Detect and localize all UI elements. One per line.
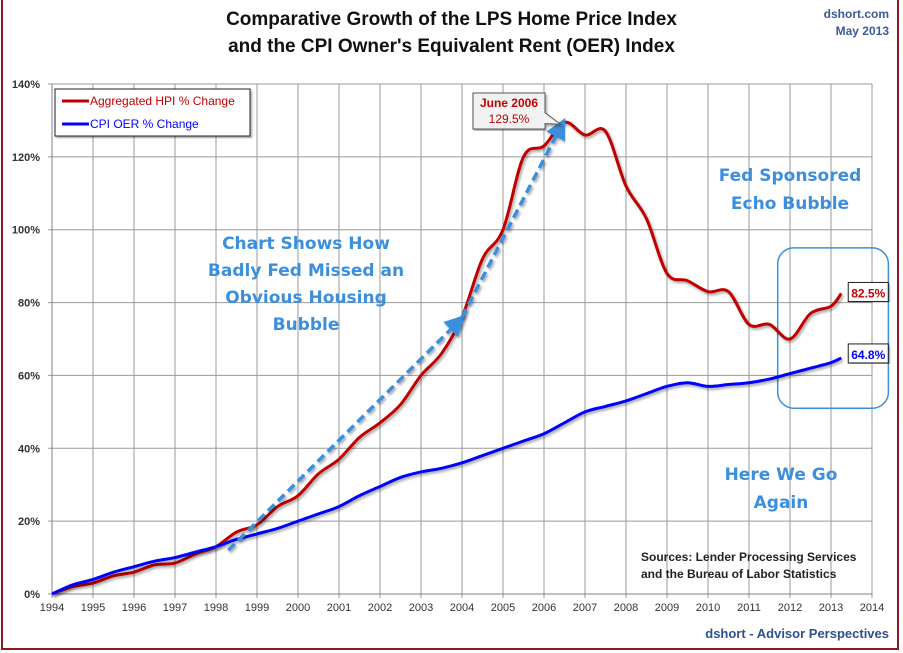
x-tick-label: 1996 (122, 602, 146, 614)
x-tick-label: 2012 (778, 602, 802, 614)
y-tick-label: 80% (18, 298, 40, 310)
credit-site: dshort.com (823, 7, 889, 21)
x-tick-label: 2007 (573, 602, 597, 614)
x-tick-label: 1998 (204, 602, 228, 614)
y-tick-label: 120% (12, 152, 40, 164)
y-tick-label: 100% (12, 225, 40, 237)
credit: dshort.com May 2013 (824, 6, 889, 40)
x-tick-label: 2000 (286, 602, 310, 614)
title-line-2: and the CPI Owner's Equivalent Rent (OER… (228, 36, 675, 57)
x-tick-label: 1997 (163, 602, 187, 614)
annotations-foreground: June 2006 129.5% 82.5% 64.8% (227, 92, 889, 552)
x-tick-label: 1995 (81, 602, 105, 614)
hpi-end-label: 82.5% (851, 286, 885, 300)
sources-line: Sources: Lender Processing Services (641, 550, 857, 564)
x-tick-label: 2011 (737, 602, 761, 614)
legend-box (54, 88, 251, 137)
bubble-annotation-line: Chart Shows How (222, 234, 390, 254)
y-tick-label: 0% (24, 589, 40, 601)
legend: Aggregated HPI % Change CPI OER % Change (54, 88, 251, 137)
legend-label-oer: CPI OER % Change (90, 117, 199, 131)
bubble-annotation-line: Badly Fed Missed an (208, 261, 404, 281)
x-tick-label: 2013 (819, 602, 843, 614)
bubble-annotation-line: Bubble (273, 315, 340, 335)
x-tick-label: 2010 (696, 602, 720, 614)
x-tick-label: 1994 (40, 602, 64, 614)
hpi-end-label-box (847, 281, 889, 302)
title-line-1: Comparative Growth of the LPS Home Price… (226, 9, 677, 30)
peak-callout-value: 129.5% (489, 112, 530, 126)
here-we-go-annotation-line: Again (754, 493, 809, 513)
x-tick-label: 2005 (491, 602, 515, 614)
y-tick-label: 20% (18, 516, 40, 528)
annotations-background: Chart Shows How Badly Fed Missed an Obviou… (208, 166, 890, 581)
series-line-oer (51, 356, 842, 596)
legend-label-hpi: Aggregated HPI % Change (90, 94, 235, 108)
peak-callout-date: June 2006 (480, 96, 538, 110)
grid (48, 83, 873, 598)
oer-end-label: 64.8% (851, 348, 885, 362)
x-tick-label: 2002 (368, 602, 392, 614)
x-tick-label: 2014 (860, 602, 884, 614)
y-tick-label: 40% (18, 443, 40, 455)
chart-title: Comparative Growth of the LPS Home Price… (0, 6, 903, 60)
oer-end-label-box (847, 343, 889, 364)
x-tick-label: 2001 (327, 602, 351, 614)
x-tick-label: 1999 (245, 602, 269, 614)
x-tick-label: 2009 (655, 602, 679, 614)
here-we-go-annotation-line: Here We Go (725, 465, 838, 485)
trend-arrow-2 (460, 117, 566, 318)
echo-bubble-annotation-line: Fed Sponsored (719, 166, 862, 186)
x-tick-label: 2003 (409, 602, 433, 614)
peak-callout-box (472, 92, 563, 130)
bubble-annotation-line: Obvious Housing (225, 288, 387, 308)
echo-bubble-annotation-line: Echo Bubble (731, 194, 849, 214)
y-tick-label: 60% (18, 370, 40, 382)
highlight-box (776, 247, 890, 409)
x-tick-label: 2004 (450, 602, 474, 614)
sources-line: and the Bureau of Labor Statistics (641, 567, 837, 581)
footer-attribution: dshort - Advisor Perspectives (705, 626, 889, 641)
x-tick-label: 2008 (614, 602, 638, 614)
y-tick-label: 140% (12, 79, 40, 91)
axes: 1994 1995 1996 1997 1998 1999 2000 2001 2002 2003… (12, 79, 884, 614)
x-tick-label: 2006 (532, 602, 556, 614)
credit-date: May 2013 (835, 24, 889, 38)
trend-arrow-1 (227, 314, 466, 552)
